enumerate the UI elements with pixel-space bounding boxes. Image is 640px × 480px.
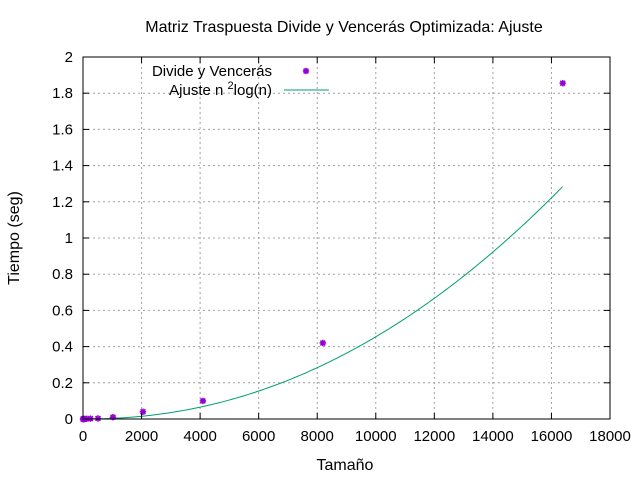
y-tick-label: 1.6 <box>52 121 73 138</box>
x-tick-label: 14000 <box>472 428 514 445</box>
legend-fit-prefix: Ajuste n <box>169 82 227 99</box>
marker-stroke <box>303 68 309 74</box>
x-tick-label: 18000 <box>589 428 631 445</box>
y-tick-label: 0.6 <box>52 302 73 319</box>
legend-label-fit: Ajuste n 2log(n) <box>169 80 272 99</box>
x-axis-label: Tamaño <box>317 457 374 474</box>
chart-title: Matriz Traspuesta Divide y Vencerás Opti… <box>145 19 543 36</box>
grid <box>83 57 610 419</box>
data-point <box>94 415 102 422</box>
legend-marker-points <box>302 67 310 75</box>
legend-fit-suffix: log(n) <box>234 82 272 99</box>
data-point <box>139 408 147 415</box>
x-tick-label: 6000 <box>242 428 275 445</box>
y-axis-label: Tiempo (seg) <box>6 191 23 285</box>
legend-label-points: Divide y Vencerás <box>152 63 272 80</box>
x-ticks: 0 2000 4000 6000 8000 10000 12000 14000 16000 180… <box>79 57 631 445</box>
marker-stroke <box>199 397 206 404</box>
marker-stroke <box>319 340 326 346</box>
points-layer <box>79 80 566 423</box>
plot-border <box>82 56 611 420</box>
x-tick-label: 12000 <box>413 428 455 445</box>
y-tick-label: 1.2 <box>52 194 73 211</box>
fit-curve <box>83 186 564 420</box>
y-tick-label: 1.8 <box>52 85 73 102</box>
y-tick-label: 1.4 <box>52 158 73 175</box>
data-point <box>559 80 566 87</box>
y-tick-label: 0.8 <box>52 266 73 283</box>
x-tick-label: 10000 <box>355 428 397 445</box>
x-tick-label: 16000 <box>531 428 573 445</box>
y-tick-label: 0.2 <box>52 375 73 392</box>
x-tick-label: 2000 <box>125 428 158 445</box>
y-tick-label: 0.4 <box>52 339 73 356</box>
data-point <box>319 339 327 347</box>
y-tick-label: 0 <box>65 411 73 428</box>
marker-stroke <box>95 415 101 422</box>
x-tick-label: 8000 <box>301 428 334 445</box>
y-tick-label: 2 <box>65 49 73 66</box>
legend: Divide y Vencerás Ajuste n 2log(n) <box>152 63 329 99</box>
legend-marker-star <box>302 67 310 75</box>
data-point <box>199 397 207 405</box>
y-tick-label: 1 <box>65 230 73 247</box>
x-tick-label: 0 <box>79 428 87 445</box>
x-tick-label: 4000 <box>183 428 216 445</box>
y-ticks: 0 0.2 0.4 0.6 0.8 1 1.2 1.4 1.6 1.8 2 <box>52 49 610 428</box>
fit-layer <box>83 186 564 420</box>
legend-fit-sup: 2 <box>228 80 234 92</box>
marker-stroke <box>559 80 566 87</box>
